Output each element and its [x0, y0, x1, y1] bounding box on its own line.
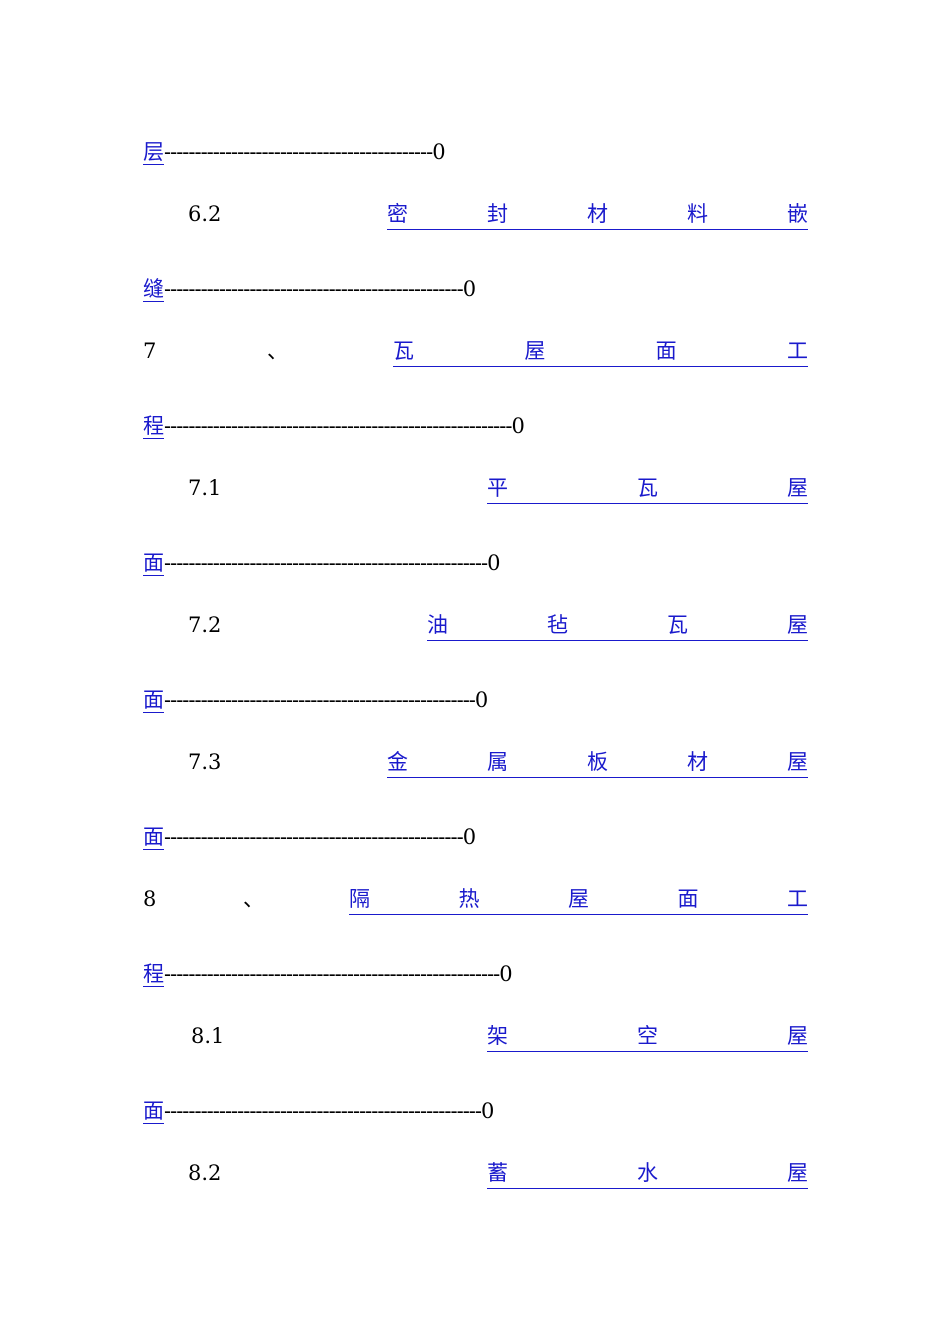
toc-link-char: 隔 [349, 887, 370, 911]
toc-entry-leader: 面---------------------------------------… [143, 548, 500, 578]
toc-entry-link-end[interactable]: 面 [143, 1099, 164, 1124]
toc-link-char: 平 [487, 476, 508, 500]
toc-link-char: 蓄 [487, 1161, 508, 1185]
toc-link-char: 屋 [787, 613, 808, 637]
toc-entry-heading: 6.2 密 封 材 料 嵌 [143, 199, 808, 230]
toc-link-char: 架 [487, 1024, 508, 1048]
toc-entry-leader: 面---------------------------------------… [143, 822, 476, 852]
toc-entry-tail: 程---------------------------------------… [143, 959, 808, 989]
toc-entry-number: 7 [143, 339, 157, 363]
toc-leader-dashes: ----------------------------------------… [164, 551, 488, 575]
toc-entry-number: 8.2 [188, 1161, 222, 1185]
toc-link-char: 空 [637, 1024, 658, 1048]
toc-entry-link[interactable]: 瓦屋面工 [393, 336, 808, 367]
toc-link-char: 工 [787, 887, 808, 911]
toc-entry-number: 7.3 [188, 750, 222, 774]
toc-link-char: 油 [427, 613, 448, 637]
toc-leader-dashes: ----------------------------------------… [164, 825, 464, 849]
toc-link-char: 密 [387, 202, 408, 226]
toc-entry-tail: 面---------------------------------------… [143, 1096, 808, 1126]
toc-link-char: 金 [387, 750, 408, 774]
toc-link-char: 瓦 [393, 339, 414, 363]
toc-entry-number: 7.1 [188, 476, 222, 500]
toc-page-number: 0 [487, 551, 501, 575]
toc-entry-heading: 7.1 平 瓦 屋 [143, 473, 808, 504]
toc-entry-link[interactable]: 油毡瓦屋 [427, 610, 808, 641]
toc-link-char: 屋 [787, 476, 808, 500]
toc-page-number: 0 [511, 414, 525, 438]
toc-entry-link-end[interactable]: 层 [143, 140, 164, 165]
toc-link-char: 水 [637, 1161, 658, 1185]
toc-entry-link[interactable]: 密封材料嵌 [387, 199, 808, 230]
toc-entry-heading: 7.3 金 属 板 材 屋 [143, 747, 808, 778]
toc-entry-separator: 、 [267, 339, 288, 363]
toc-entry-number: 8 [143, 887, 157, 911]
toc-entry-link[interactable]: 平瓦屋 [487, 473, 808, 504]
toc-link-char: 封 [487, 202, 508, 226]
toc-entry-tail: 面---------------------------------------… [143, 822, 808, 852]
toc-link-char: 面 [655, 339, 677, 363]
toc-entry-separator: 、 [243, 887, 264, 911]
toc-leader-dashes: ----------------------------------------… [164, 140, 433, 164]
toc-leader-dashes: ----------------------------------------… [164, 414, 512, 438]
toc-entry-tail: 缝---------------------------------------… [143, 274, 808, 304]
toc-leader-dashes: ----------------------------------------… [164, 962, 500, 986]
toc-leader-dashes: ----------------------------------------… [164, 688, 476, 712]
toc-entry-heading: 8.2 蓄 水 屋 [143, 1158, 808, 1189]
toc-entry-link[interactable]: 架空屋 [487, 1021, 808, 1052]
toc-page-number: 0 [499, 962, 513, 986]
toc-page-number: 0 [474, 688, 489, 712]
toc-entry-number: 7.2 [188, 613, 222, 637]
toc-entry-link[interactable]: 蓄水屋 [487, 1158, 808, 1189]
toc-link-char: 属 [487, 750, 508, 774]
toc-entry-tail: 面---------------------------------------… [143, 548, 808, 578]
toc-entry-link-end[interactable]: 程 [143, 414, 164, 439]
toc-link-char: 材 [687, 750, 708, 774]
toc-link-char: 屋 [787, 1161, 808, 1185]
toc-link-char: 瓦 [637, 476, 658, 500]
toc-entry-link-end[interactable]: 程 [143, 962, 164, 987]
toc-entry-number: 8.1 [191, 1024, 225, 1048]
toc-link-char: 毡 [547, 613, 568, 637]
toc-entry-leader: 层---------------------------------------… [143, 137, 446, 167]
toc-link-char: 瓦 [667, 613, 688, 637]
toc-leader-dashes: ----------------------------------------… [164, 1099, 482, 1123]
toc-entry-heading: 8 、 隔 热 屋 面 工 [143, 884, 808, 915]
toc-leader-dashes: ----------------------------------------… [164, 277, 464, 301]
toc-page-number: 0 [462, 277, 477, 301]
toc-entry-link-end[interactable]: 面 [143, 825, 164, 850]
toc-link-char: 屋 [524, 339, 546, 363]
toc-link-char: 材 [587, 202, 608, 226]
toc-entry-link-end[interactable]: 缝 [143, 277, 164, 302]
toc-link-char: 屋 [568, 887, 589, 911]
toc-entry-number: 6.2 [188, 202, 222, 226]
toc-entry-link-end[interactable]: 面 [143, 688, 164, 713]
toc-entry-link[interactable]: 金属板材屋 [387, 747, 808, 778]
toc-entry-link[interactable]: 隔热屋面工 [349, 884, 808, 915]
toc-entry-tail: 程---------------------------------------… [143, 411, 808, 441]
toc-link-char: 热 [458, 887, 480, 911]
toc-link-char: 面 [677, 887, 699, 911]
toc-entry-heading: 7 、 瓦 屋 面 工 [143, 336, 808, 367]
toc-link-char: 工 [786, 339, 808, 363]
toc-page-number: 0 [462, 825, 477, 849]
toc-page-number: 0 [480, 1099, 495, 1123]
toc-entry-leader: 程---------------------------------------… [143, 411, 525, 441]
toc-link-char: 料 [687, 202, 708, 226]
toc-link-char: 屋 [787, 750, 808, 774]
toc-entry-tail: 面---------------------------------------… [143, 685, 808, 715]
toc-entry-leader: 面---------------------------------------… [143, 1096, 494, 1126]
toc-link-char: 屋 [787, 1024, 808, 1048]
toc-entry-leader: 面---------------------------------------… [143, 685, 488, 715]
toc-link-char: 嵌 [787, 202, 808, 226]
toc-page-number: 0 [432, 140, 446, 164]
toc-entry-link-end[interactable]: 面 [143, 551, 164, 576]
toc-entry-leader: 缝---------------------------------------… [143, 274, 476, 304]
toc-link-char: 板 [587, 750, 608, 774]
toc-entry-leader: 程---------------------------------------… [143, 959, 513, 989]
toc-entry-heading: 8.1 架 空 屋 [143, 1021, 808, 1052]
toc-entry-heading: 7.2 油 毡 瓦 屋 [143, 610, 808, 641]
toc-entry-tail: 层---------------------------------------… [143, 137, 808, 167]
